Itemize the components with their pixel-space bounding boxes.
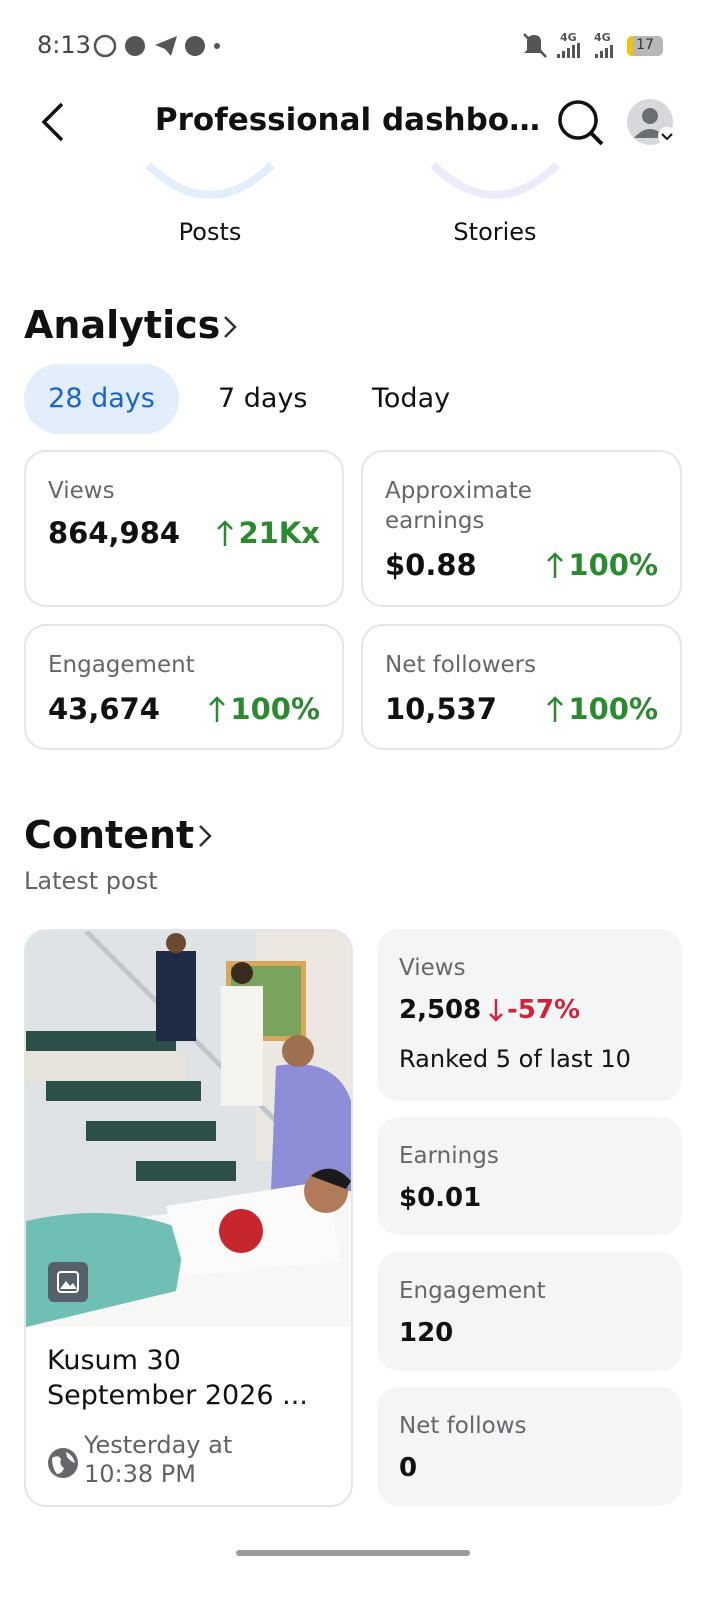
period-pill[interactable]	[24, 364, 179, 434]
up-arrow	[209, 696, 226, 722]
up-arrow	[547, 552, 564, 578]
profile-avatar[interactable]	[626, 98, 678, 148]
globe-icon	[48, 1448, 78, 1478]
stat-change: -57%	[487, 995, 580, 1025]
metric-card[interactable]: Approximate earnings $0.88 100%	[361, 450, 682, 607]
metric-change-text: 100%	[230, 692, 320, 726]
stat-value: $0.01	[399, 1183, 482, 1213]
network-label: 4G	[594, 31, 611, 44]
metric-change-text: 100%	[568, 692, 658, 726]
battery-level: 17	[636, 37, 654, 53]
metric-card[interactable]: Net followers 10,537 100%	[361, 624, 682, 750]
home-indicator	[236, 1550, 470, 1556]
search-button[interactable]	[556, 98, 606, 148]
stat-value: 2,508	[399, 995, 482, 1025]
metric-value: 864,984	[48, 516, 181, 550]
post-thumbnail	[26, 931, 351, 1327]
stat-card: Views 2,508 -57% Ranked 5 of last 10	[377, 929, 682, 1101]
metric-label: Approximate earnings	[385, 478, 532, 534]
metric-label: Views	[48, 478, 115, 504]
stat-card: Engagement 120	[377, 1252, 682, 1371]
up-arrow	[547, 696, 564, 722]
period-tab[interactable]: 28 days	[48, 383, 155, 414]
metric-card[interactable]: Views 864,984 21Kx	[24, 450, 344, 607]
metric-change: 100%	[546, 548, 658, 582]
section-title[interactable]: Content	[24, 813, 195, 857]
metric-card[interactable]: Engagement 43,674 100%	[24, 624, 344, 750]
signal-icons	[557, 43, 613, 58]
stat-card: Net follows 0	[377, 1387, 682, 1506]
period-tab[interactable]: Today	[372, 383, 451, 414]
down-arrow	[489, 999, 503, 1022]
stat-label: Earnings	[399, 1143, 499, 1169]
overview-rings	[145, 162, 560, 199]
stat-value: 120	[399, 1318, 454, 1348]
metric-change: 21Kx	[216, 516, 320, 550]
tab-label[interactable]: Posts	[178, 218, 242, 246]
back-button[interactable]	[38, 100, 68, 144]
stat-label: Net follows	[399, 1413, 527, 1439]
metric-value: $0.88	[385, 548, 477, 582]
status-time: 8:13	[37, 31, 91, 59]
metric-change: 100%	[546, 692, 658, 726]
metric-value: 43,674	[48, 692, 160, 726]
stat-label: Engagement	[399, 1278, 546, 1304]
notification-icons	[93, 34, 220, 58]
stat-change-text: -57%	[507, 995, 581, 1025]
metric-label: Net followers	[385, 652, 537, 678]
up-arrow	[217, 520, 234, 546]
mute-icon	[523, 33, 547, 58]
chevron[interactable]	[195, 822, 215, 850]
stat-label: Views	[399, 955, 466, 981]
stat-note: Ranked 5 of last 10	[399, 1045, 631, 1073]
metric-value: 10,537	[385, 692, 497, 726]
period-tab[interactable]: 7 days	[218, 383, 308, 414]
post-card[interactable]: Kusum 30 September 2026 ... Yesterday at…	[24, 929, 353, 1507]
section-subtitle: Latest post	[24, 867, 158, 895]
page-title: Professional dashbo…	[154, 102, 541, 138]
battery: 17	[627, 36, 663, 56]
network-label: 4G	[560, 31, 577, 44]
stat-card: Earnings $0.01	[377, 1117, 682, 1235]
metric-label: Engagement	[48, 652, 195, 678]
post-title: Kusum 30 September 2026 ...	[47, 1345, 308, 1411]
tab-label[interactable]: Stories	[453, 218, 537, 246]
metric-change-text: 21Kx	[238, 516, 320, 550]
post-time: Yesterday at 10:38 PM	[84, 1431, 233, 1488]
metric-change: 100%	[208, 692, 320, 726]
chevron[interactable]	[220, 313, 240, 341]
section-title[interactable]: Analytics	[24, 303, 221, 347]
metric-change-text: 100%	[568, 548, 658, 582]
stat-value: 0	[399, 1453, 418, 1483]
